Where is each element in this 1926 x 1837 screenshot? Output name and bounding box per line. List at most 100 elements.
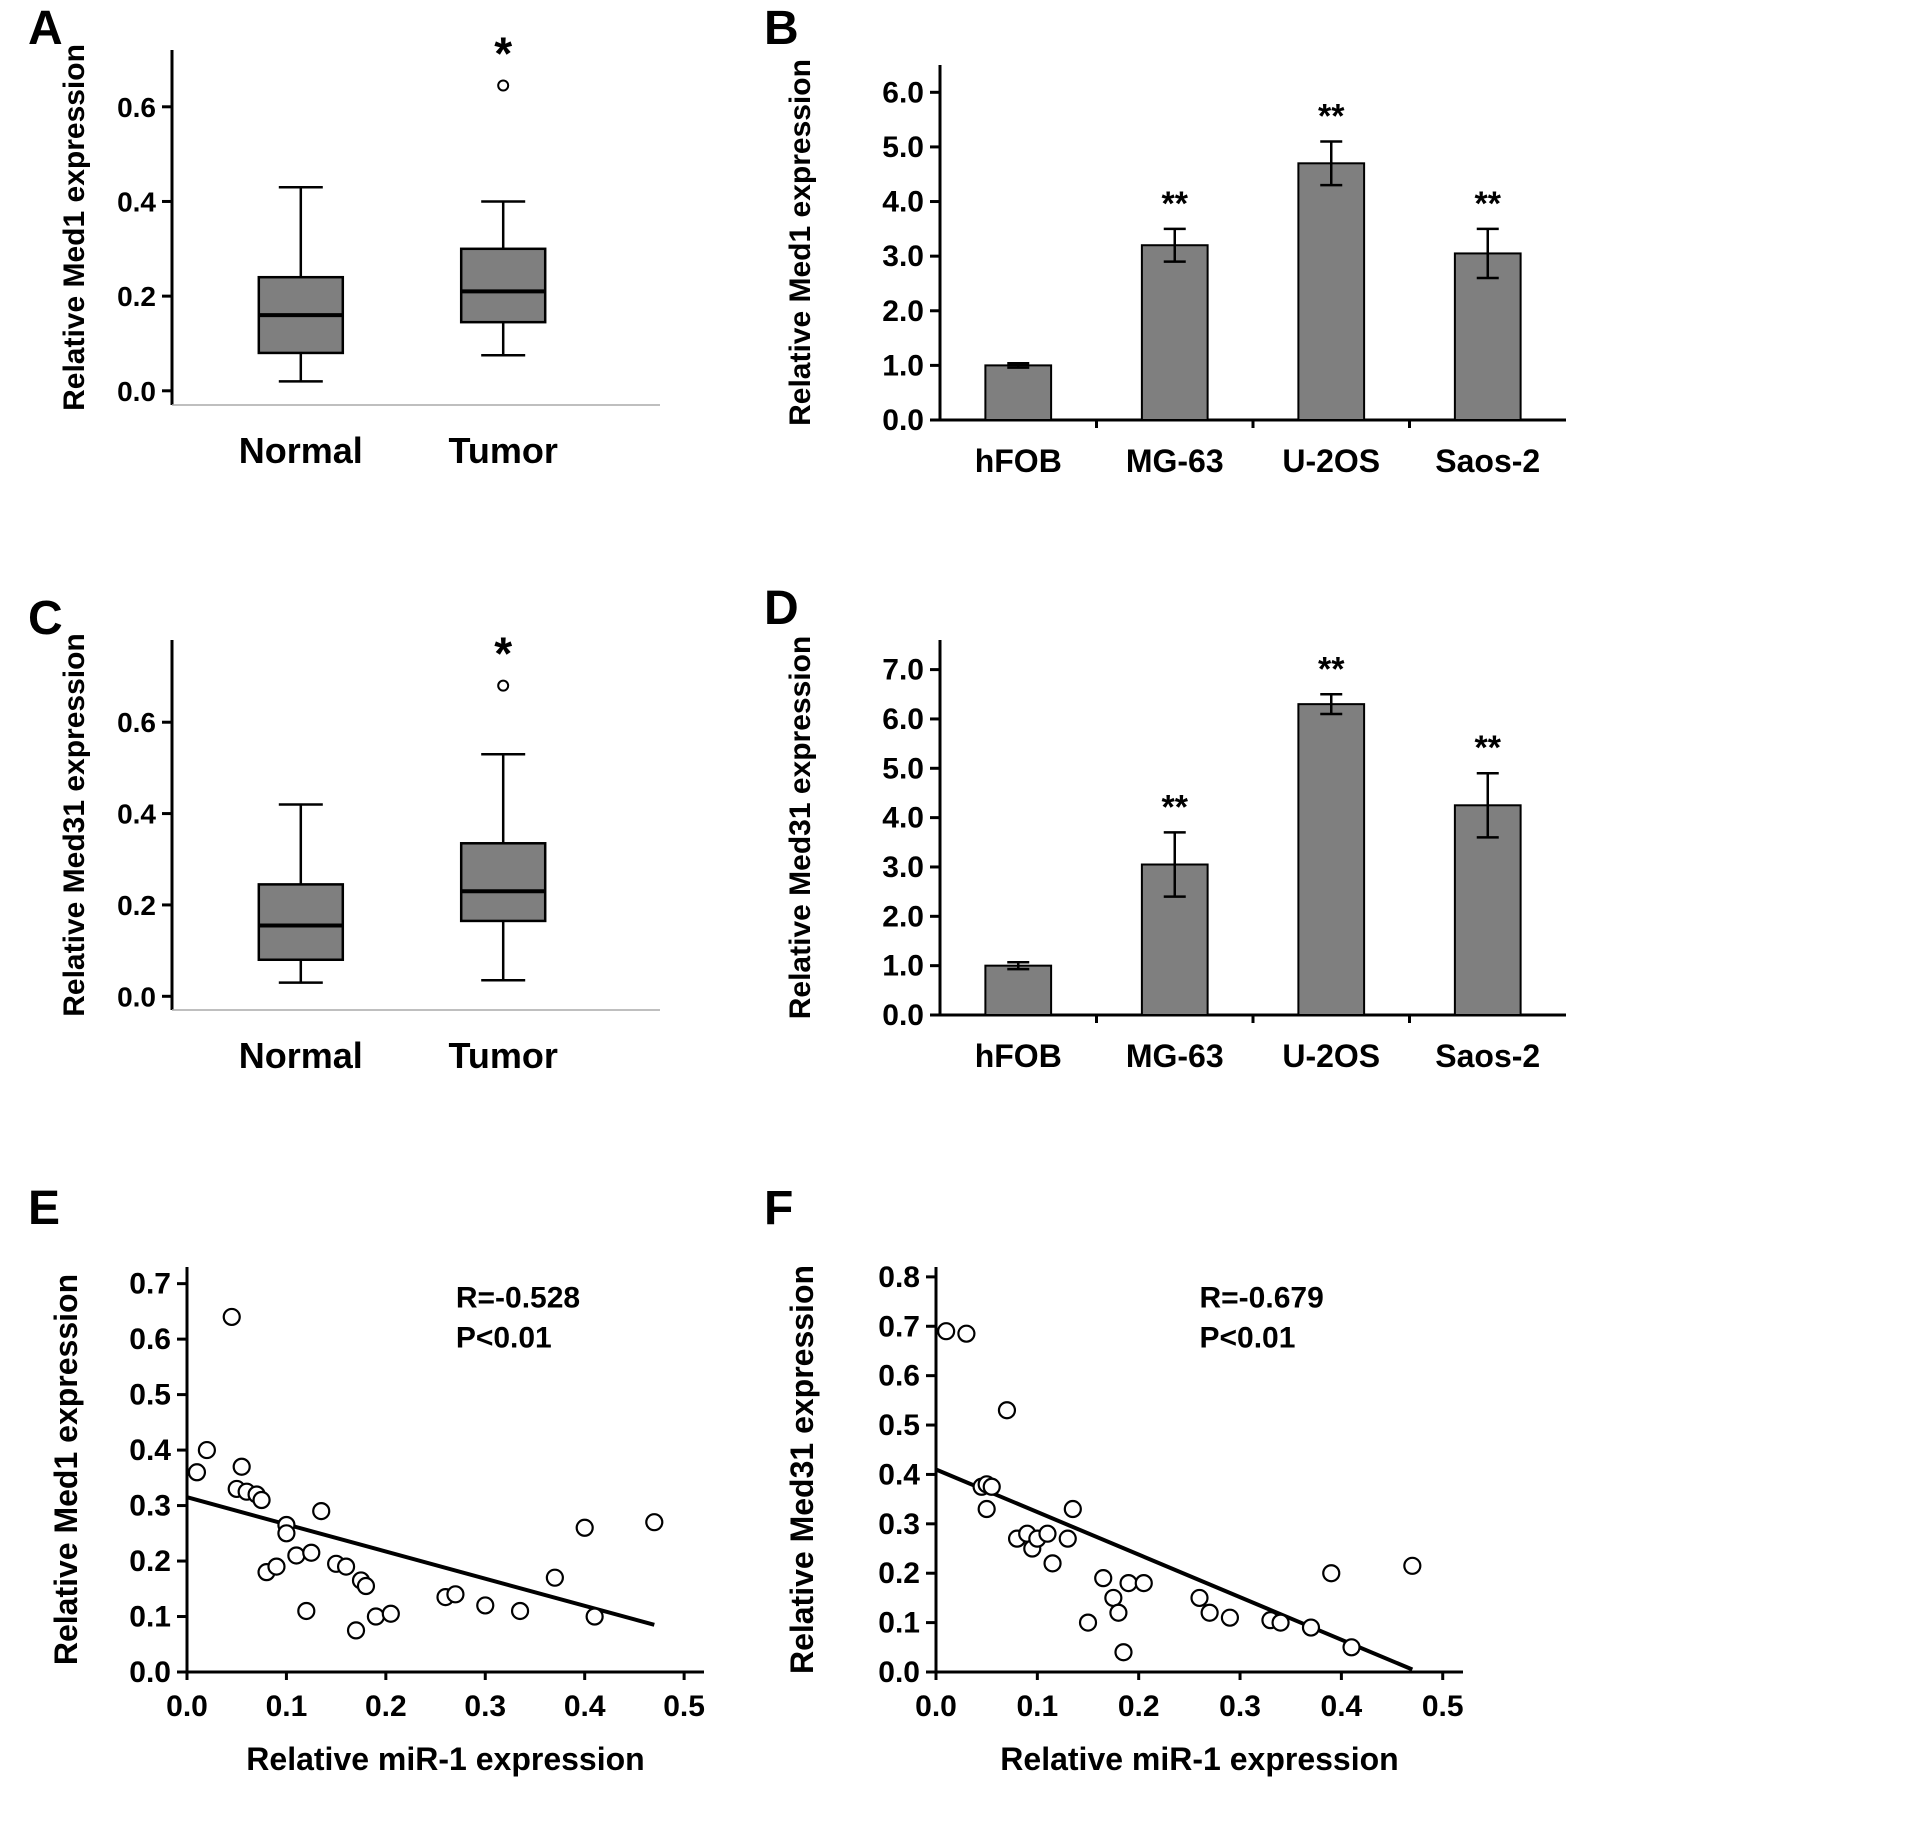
svg-text:0.3: 0.3	[878, 1508, 920, 1541]
svg-text:P<0.01: P<0.01	[456, 1322, 552, 1355]
svg-text:0.5: 0.5	[878, 1409, 920, 1442]
svg-text:0.0: 0.0	[117, 981, 156, 1012]
svg-text:0.6: 0.6	[117, 92, 156, 123]
svg-text:2.0: 2.0	[882, 295, 924, 328]
svg-text:0.1: 0.1	[266, 1690, 308, 1723]
svg-text:0.4: 0.4	[564, 1690, 606, 1723]
svg-text:R=-0.679: R=-0.679	[1200, 1282, 1324, 1315]
med31-mir1-scatter: 0.0 0.1 0.2 0.3 0.4 0.5 0.6 0.7 0.8 Relative Med3…	[784, 1261, 1464, 1777]
svg-text:Saos-2: Saos-2	[1435, 1038, 1540, 1074]
med31-cellline-bar-chart: 0.0 1.0 2.0 3.0 4.0 5.0 6.0 7.0 Relative Med31 e…	[784, 636, 1566, 1074]
svg-text:**: **	[1475, 185, 1502, 223]
svg-text:0.7: 0.7	[878, 1310, 920, 1343]
svg-text:**: **	[1475, 729, 1502, 767]
svg-text:7.0: 7.0	[882, 654, 924, 687]
svg-text:hFOB: hFOB	[975, 443, 1062, 479]
svg-text:U-2OS: U-2OS	[1282, 1038, 1380, 1074]
svg-text:0.5: 0.5	[129, 1379, 171, 1412]
panel-c: C 0.0 0.2 0.4 0.6 Relative Med31 expression N…	[22, 595, 722, 1175]
svg-text:0.0: 0.0	[166, 1690, 208, 1723]
svg-text:0.4: 0.4	[117, 799, 156, 830]
panel-a: A 0.0 0.2 0.4 0.6 Relative Med1 expression No…	[22, 5, 722, 565]
svg-text:6.0: 6.0	[882, 76, 924, 109]
svg-text:R=-0.528: R=-0.528	[456, 1282, 580, 1315]
svg-text:Normal: Normal	[239, 1035, 363, 1076]
svg-text:0.1: 0.1	[878, 1607, 920, 1640]
svg-text:0.5: 0.5	[1422, 1690, 1464, 1723]
svg-text:3.0: 3.0	[882, 240, 924, 273]
svg-text:hFOB: hFOB	[975, 1038, 1062, 1074]
svg-text:0.1: 0.1	[1016, 1690, 1058, 1723]
svg-text:1.0: 1.0	[882, 349, 924, 382]
svg-text:MG-63: MG-63	[1126, 443, 1224, 479]
svg-text:1.0: 1.0	[882, 950, 924, 983]
panel-label-f: F	[764, 1182, 794, 1235]
panel-b: B 0.0 1.0 2.0 3.0 4.0 5.0 6.0 Relative Med1 exp…	[758, 5, 1598, 565]
svg-text:*: *	[494, 628, 512, 680]
panel-d: D 0.0 1.0 2.0 3.0 4.0 5.0 6.0 7.0 Relative Med31…	[758, 585, 1598, 1175]
panel-label-b: B	[764, 2, 799, 55]
svg-text:6.0: 6.0	[882, 703, 924, 736]
panel-e: E 0.0 0.1 0.2 0.3 0.4 0.5 0.6 0.7 Relative Med1 …	[22, 1185, 762, 1835]
svg-text:0.4: 0.4	[129, 1434, 171, 1467]
svg-text:0.8: 0.8	[878, 1261, 920, 1294]
svg-text:0.3: 0.3	[464, 1690, 506, 1723]
svg-text:0.7: 0.7	[129, 1268, 171, 1301]
svg-text:0.6: 0.6	[129, 1323, 171, 1356]
svg-text:0.5: 0.5	[663, 1690, 705, 1723]
svg-text:Normal: Normal	[239, 430, 363, 471]
med1-tissue-boxplot: 0.0 0.2 0.4 0.6 Relative Med1 expression Norm…	[58, 28, 660, 471]
panel-label-d: D	[764, 582, 799, 635]
svg-text:**: **	[1318, 97, 1345, 135]
svg-text:0.0: 0.0	[915, 1690, 957, 1723]
svg-text:0.0: 0.0	[882, 404, 924, 437]
svg-text:0.0: 0.0	[882, 999, 924, 1032]
svg-text:0.2: 0.2	[1118, 1690, 1160, 1723]
svg-text:0.4: 0.4	[117, 186, 156, 217]
svg-text:0.3: 0.3	[1219, 1690, 1261, 1723]
svg-text:5.0: 5.0	[882, 131, 924, 164]
svg-text:0.6: 0.6	[878, 1360, 920, 1393]
svg-text:0.0: 0.0	[117, 376, 156, 407]
svg-text:Saos-2: Saos-2	[1435, 443, 1540, 479]
svg-text:**: **	[1162, 788, 1189, 826]
svg-text:0.6: 0.6	[117, 707, 156, 738]
svg-text:U-2OS: U-2OS	[1282, 443, 1380, 479]
svg-text:4.0: 4.0	[882, 186, 924, 219]
panel-label-e: E	[28, 1182, 61, 1235]
svg-text:0.2: 0.2	[878, 1557, 920, 1590]
med1-cellline-bar-chart: 0.0 1.0 2.0 3.0 4.0 5.0 6.0 Relative Med1 expre…	[784, 59, 1566, 479]
svg-text:Relative Med31 expression: Relative Med31 expression	[784, 1265, 820, 1674]
med1-mir1-scatter: 0.0 0.1 0.2 0.3 0.4 0.5 0.6 0.7 Relative Med1 ex…	[48, 1267, 705, 1777]
svg-text:3.0: 3.0	[882, 851, 924, 884]
svg-text:P<0.01: P<0.01	[1200, 1322, 1296, 1355]
svg-text:Relative Med31 expression: Relative Med31 expression	[58, 633, 91, 1017]
svg-text:0.0: 0.0	[129, 1656, 171, 1689]
svg-text:0.4: 0.4	[878, 1458, 920, 1491]
svg-text:0.3: 0.3	[129, 1490, 171, 1523]
svg-text:Relative Med1 expression: Relative Med1 expression	[58, 44, 91, 411]
svg-text:MG-63: MG-63	[1126, 1038, 1224, 1074]
panel-label-a: A	[28, 2, 63, 55]
panel-f: F 0.0 0.1 0.2 0.3 0.4 0.5 0.6 0.7 0.8 Relative Me…	[758, 1185, 1568, 1835]
svg-text:Tumor: Tumor	[449, 1035, 558, 1076]
svg-text:4.0: 4.0	[882, 802, 924, 835]
svg-text:0.2: 0.2	[117, 890, 156, 921]
svg-text:**: **	[1162, 185, 1189, 223]
svg-text:Relative miR-1 expression: Relative miR-1 expression	[246, 1741, 644, 1777]
svg-text:*: *	[494, 28, 512, 80]
svg-text:Relative Med1 expression: Relative Med1 expression	[48, 1274, 84, 1665]
med31-tissue-boxplot: 0.0 0.2 0.4 0.6 Relative Med31 expression Nor…	[58, 628, 660, 1076]
svg-text:2.0: 2.0	[882, 900, 924, 933]
panel-label-c: C	[28, 592, 63, 645]
svg-text:0.2: 0.2	[129, 1545, 171, 1578]
svg-text:0.1: 0.1	[129, 1601, 171, 1634]
svg-text:Relative Med1 expression: Relative Med1 expression	[784, 59, 817, 426]
svg-text:0.2: 0.2	[365, 1690, 407, 1723]
svg-text:0.0: 0.0	[878, 1656, 920, 1689]
svg-text:5.0: 5.0	[882, 752, 924, 785]
svg-text:0.2: 0.2	[117, 281, 156, 312]
svg-text:Tumor: Tumor	[449, 430, 558, 471]
svg-text:Relative miR-1 expression: Relative miR-1 expression	[1000, 1741, 1398, 1777]
